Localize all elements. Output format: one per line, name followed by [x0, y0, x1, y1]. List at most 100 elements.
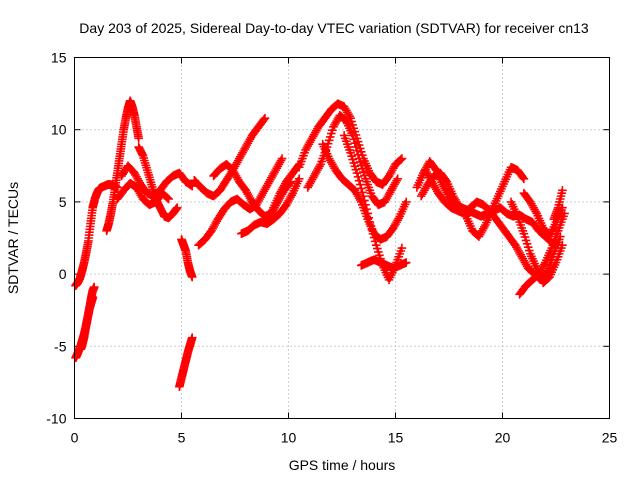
- data-point: [560, 209, 569, 218]
- data-point: [328, 125, 337, 135]
- data-point: [369, 233, 379, 242]
- series-track-k: [194, 154, 287, 250]
- data-point: [187, 272, 197, 282]
- data-point: [371, 240, 381, 250]
- data-point: [259, 115, 269, 124]
- data-point: [349, 158, 359, 168]
- data-point: [354, 176, 364, 186]
- data-point: [348, 131, 357, 140]
- data-point: [360, 196, 369, 205]
- plot-frame: [74, 57, 610, 419]
- data-point: [260, 113, 270, 123]
- data-point: [294, 174, 304, 184]
- data-point: [353, 172, 363, 182]
- grid: [74, 57, 610, 419]
- series-track-g: [134, 142, 182, 223]
- data-point: [355, 157, 365, 167]
- x-tick-label: 5: [178, 430, 186, 446]
- data-point: [349, 135, 359, 144]
- data-point: [522, 239, 532, 249]
- series-track-a: [71, 180, 122, 290]
- data-point: [352, 168, 362, 178]
- data-point: [368, 229, 378, 238]
- data-point: [360, 171, 369, 180]
- data-point: [558, 240, 567, 250]
- data-point: [401, 258, 411, 267]
- data-point: [352, 146, 362, 156]
- series-track-p: [303, 110, 402, 210]
- series-track-h: [175, 333, 197, 392]
- data-point: [359, 167, 368, 177]
- data-point: [364, 213, 374, 223]
- data-point: [373, 244, 382, 253]
- data-point: [347, 151, 356, 161]
- data-point: [351, 165, 361, 174]
- data-point: [370, 237, 380, 246]
- data-point: [397, 154, 407, 163]
- x-tick-label: 0: [71, 430, 79, 446]
- data-point: [350, 161, 360, 171]
- x-tick-label: 20: [495, 430, 511, 446]
- y-tick-label: 10: [51, 122, 67, 138]
- data-point: [358, 164, 367, 173]
- data-point: [346, 148, 355, 158]
- data-point: [324, 135, 334, 145]
- data-point: [518, 173, 528, 182]
- data-point: [367, 225, 377, 235]
- data-point: [519, 229, 529, 238]
- data-point: [520, 232, 530, 242]
- y-tick-label: 0: [59, 266, 67, 282]
- series-track-z: [549, 186, 567, 224]
- data-point: [187, 333, 197, 342]
- data-point: [366, 221, 376, 231]
- data-point: [134, 134, 143, 143]
- x-axis-label: GPS time / hours: [289, 457, 396, 473]
- series-track-v: [421, 165, 565, 285]
- data-point: [348, 155, 357, 164]
- series-track-m: [237, 174, 304, 238]
- data-point: [354, 154, 364, 163]
- data-point: [524, 246, 534, 255]
- series-track-o: [294, 99, 407, 189]
- data-point: [277, 154, 287, 163]
- data-point: [374, 247, 383, 257]
- y-tick-label: -10: [46, 411, 66, 427]
- data-point: [519, 174, 529, 184]
- data-point: [356, 161, 366, 170]
- data-point: [396, 155, 406, 164]
- series-track-w: [506, 197, 567, 288]
- data-point: [88, 292, 98, 302]
- data-point: [397, 243, 407, 253]
- data-point: [521, 236, 531, 245]
- tick-labels: 0 5 10 15 20 25 -10 -5 0 5 10 15: [46, 50, 617, 446]
- data-point: [350, 138, 360, 148]
- data-point: [187, 181, 197, 191]
- series-track-j: [190, 113, 270, 201]
- data-point: [164, 194, 173, 204]
- x-tick-label: 25: [602, 430, 618, 446]
- y-tick-label: 15: [51, 50, 67, 66]
- data-point: [393, 174, 402, 184]
- chart-title: Day 203 of 2025, Sidereal Day-to-day VTE…: [79, 20, 589, 36]
- data-point: [348, 120, 357, 130]
- data-point: [361, 200, 370, 210]
- data-point: [89, 282, 99, 292]
- data-point: [401, 197, 411, 207]
- y-axis-label: SDTVAR / TECUs: [5, 182, 21, 294]
- data-point: [362, 204, 371, 214]
- data-point: [355, 180, 365, 189]
- data-point: [359, 191, 368, 201]
- data-point: [375, 251, 384, 260]
- y-tick-label: 5: [59, 194, 67, 210]
- x-tick-label: 10: [281, 430, 297, 446]
- series-track-i: [177, 235, 197, 282]
- data-point: [363, 209, 372, 218]
- data-point: [558, 186, 567, 195]
- data-point: [163, 193, 172, 203]
- y-tick-label: -5: [54, 338, 67, 354]
- data-point: [353, 150, 363, 160]
- series-track-s: [356, 255, 411, 273]
- data-point: [351, 142, 361, 152]
- data-point: [358, 187, 367, 197]
- data-point: [325, 132, 335, 142]
